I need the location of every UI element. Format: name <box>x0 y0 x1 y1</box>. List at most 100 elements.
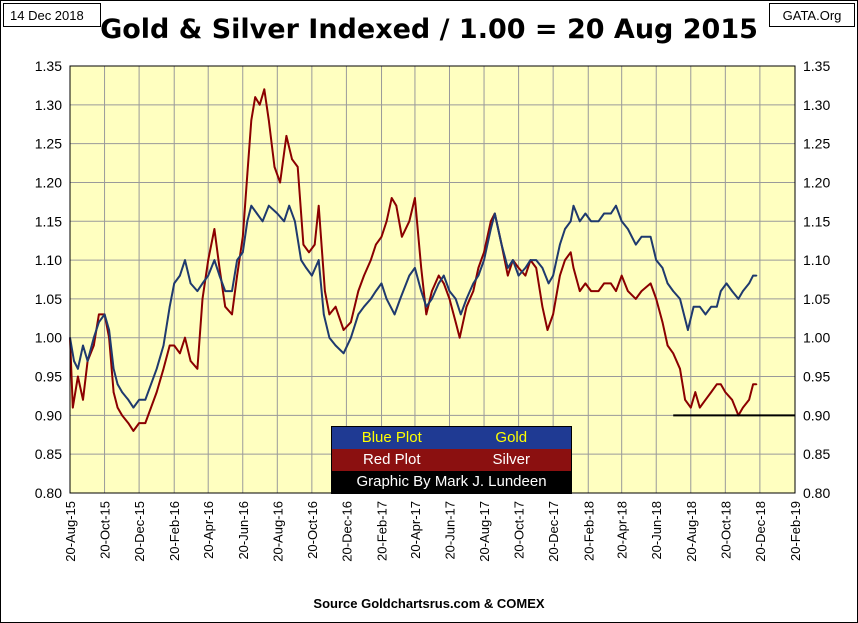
y-tick-label-right: 1.20 <box>803 174 830 190</box>
data-point-silver <box>559 274 561 277</box>
data-point-gold <box>737 298 740 300</box>
data-point-gold <box>127 399 130 401</box>
y-axis-left: 0.80 0.85 0.90 0.95 1.00 1.05 1.10 1.15 1.20 1.25… <box>35 58 62 501</box>
data-point-silver <box>121 414 123 417</box>
y-tick-label-right: 1.35 <box>803 58 830 74</box>
legend-credit: Graphic By Mark J. Lundeen <box>332 471 571 493</box>
legend-gold-name: Gold <box>495 429 528 446</box>
data-point-gold <box>425 305 428 308</box>
x-tick-label: 20-Oct-17 <box>512 501 527 559</box>
data-point-gold <box>748 282 750 285</box>
source-label: GATA.Org <box>769 3 855 27</box>
y-tick-label-right: 0.95 <box>803 369 830 385</box>
data-point-silver <box>458 336 461 339</box>
data-point-gold <box>218 274 221 277</box>
data-point-silver <box>603 282 605 285</box>
x-tick-label: 20-Dec-15 <box>132 501 147 562</box>
data-point-gold <box>420 290 423 292</box>
data-point-gold <box>393 313 396 316</box>
data-point-gold <box>620 220 623 223</box>
data-point-silver <box>694 391 697 393</box>
data-point-gold <box>294 220 296 223</box>
data-point-gold <box>132 406 135 409</box>
x-tick-label: 20-Feb-18 <box>581 501 596 561</box>
data-point-silver <box>196 368 199 370</box>
data-point-gold <box>666 282 669 285</box>
data-point-gold <box>93 336 95 339</box>
data-point-gold <box>256 212 258 215</box>
data-point-gold <box>189 282 192 285</box>
data-point-gold <box>460 313 462 316</box>
data-point-gold <box>334 344 337 347</box>
data-point-silver <box>679 368 681 370</box>
y-tick-label-left: 1.30 <box>35 97 62 113</box>
data-point-silver <box>640 290 643 292</box>
data-point-silver <box>655 298 657 300</box>
data-point-silver <box>112 391 115 393</box>
data-point-silver <box>357 290 360 292</box>
data-point-gold <box>168 305 171 308</box>
data-point-silver <box>704 399 707 401</box>
data-point-silver <box>296 166 299 168</box>
data-point-gold <box>173 282 175 285</box>
data-point-silver <box>649 282 652 285</box>
date-label: 14 Dec 2018 <box>3 3 101 27</box>
data-point-gold <box>661 267 664 269</box>
legend-row-gold: Blue Plot Gold <box>332 427 571 449</box>
data-point-gold <box>231 290 233 292</box>
data-point-gold <box>635 243 637 246</box>
chart-title: Gold & Silver Indexed / 1.00 = 20 Aug 20… <box>100 14 758 45</box>
data-point-silver <box>370 259 372 261</box>
data-point-silver <box>168 344 171 347</box>
data-point-gold <box>569 220 572 223</box>
data-point-silver <box>546 329 549 331</box>
data-point-silver <box>324 290 326 292</box>
y-tick-label-right: 0.80 <box>803 485 830 501</box>
legend: Blue Plot Gold Red Plot Silver Graphic B… <box>331 426 572 494</box>
data-point-gold <box>399 298 402 300</box>
data-point-gold <box>615 204 617 207</box>
data-point-gold <box>524 267 527 269</box>
data-point-silver <box>162 368 165 370</box>
data-point-gold <box>224 290 226 292</box>
data-point-silver <box>184 336 186 339</box>
data-point-gold <box>108 329 110 331</box>
data-point-gold <box>342 352 345 355</box>
data-point-silver <box>483 251 485 254</box>
data-point-silver <box>584 282 587 285</box>
data-point-gold <box>305 267 308 269</box>
data-point-gold <box>627 228 629 230</box>
data-point-silver <box>93 344 95 347</box>
y-tick-label-right: 1.30 <box>803 97 830 113</box>
data-point-silver <box>179 352 181 355</box>
data-point-silver <box>420 267 423 269</box>
y-tick-label-right: 0.85 <box>803 446 830 462</box>
data-point-silver <box>454 321 457 324</box>
data-point-silver <box>132 430 135 432</box>
x-tick-label: 20-Aug-16 <box>270 501 285 562</box>
data-point-silver <box>748 399 750 401</box>
data-point-gold <box>236 259 238 261</box>
data-point-gold <box>328 336 331 339</box>
data-point-silver <box>279 181 281 184</box>
data-point-silver <box>268 119 270 122</box>
data-point-gold <box>590 220 592 223</box>
data-point-gold <box>448 290 451 292</box>
data-point-silver <box>472 290 475 292</box>
data-point-silver <box>564 259 566 261</box>
data-point-silver <box>620 274 623 277</box>
y-tick-label-right: 0.90 <box>803 407 830 423</box>
x-axis: 20-Aug-15 20-Oct-15 20-Dec-15 20-Feb-16 20-A… <box>63 501 803 562</box>
data-point-silver <box>116 406 119 409</box>
y-tick-label-left: 0.80 <box>35 485 62 501</box>
data-point-silver <box>672 352 674 355</box>
data-point-silver <box>82 399 84 401</box>
data-point-silver <box>443 282 445 285</box>
data-point-silver <box>569 251 572 254</box>
data-point-gold <box>116 383 119 386</box>
data-point-silver <box>273 166 276 168</box>
legend-gold-plot: Blue Plot <box>361 429 422 446</box>
y-axis-right: 0.80 0.85 0.90 0.95 1.00 1.05 1.10 1.15 1.20 1.25… <box>803 58 830 501</box>
data-point-gold <box>494 212 496 215</box>
